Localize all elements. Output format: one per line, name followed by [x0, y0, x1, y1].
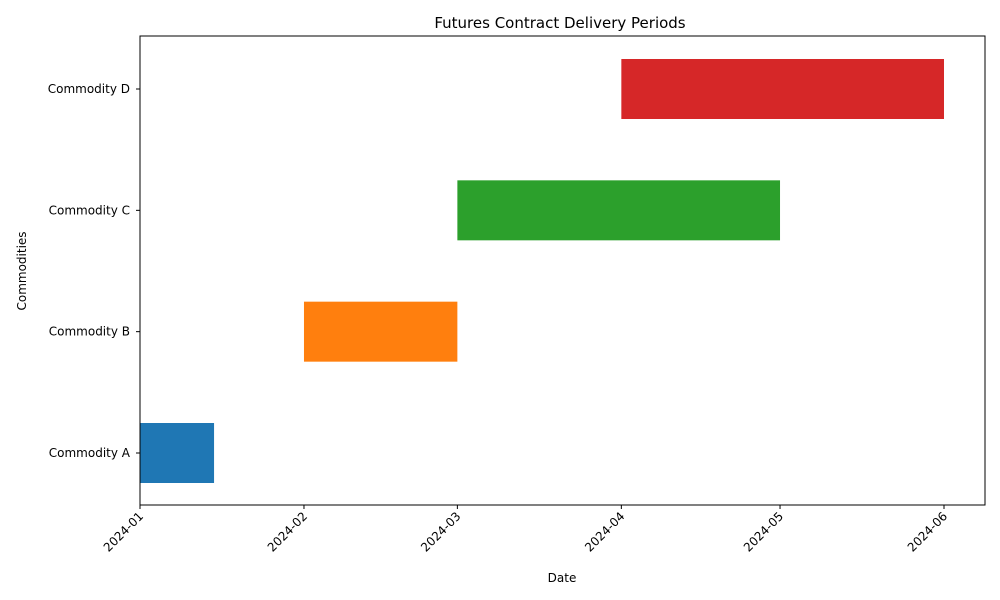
y-axis-label: Commodities — [15, 231, 29, 310]
y-tick-label: Commodity B — [49, 325, 130, 339]
x-axis-ticks: 2024-01 2024-02 2024-03 2024-04 2024-05 2024-… — [101, 505, 950, 555]
bar-commodity-d — [621, 59, 944, 119]
x-tick-label: 2024-01 — [101, 509, 146, 554]
chart-title: Futures Contract Delivery Periods — [434, 14, 685, 32]
bar-commodity-b — [303, 301, 458, 362]
y-tick-label: Commodity C — [49, 203, 130, 217]
x-tick-label: 2024-05 — [741, 509, 786, 554]
plot-frame — [139, 35, 986, 506]
x-tick-label: 2024-02 — [265, 509, 310, 554]
bars-group — [140, 59, 944, 483]
x-axis-label: Date — [548, 571, 577, 585]
x-tick-label: 2024-04 — [582, 509, 627, 554]
bar-commodity-c — [457, 180, 781, 241]
bar-commodity-a — [140, 423, 215, 483]
x-tick-label: 2024-06 — [905, 509, 950, 554]
y-tick-label: Commodity A — [49, 446, 131, 460]
y-axis-ticks: Commodity A Commodity B Commodity C Commodi… — [48, 82, 140, 460]
x-tick-label: 2024-03 — [418, 509, 463, 554]
y-tick-label: Commodity D — [48, 82, 130, 96]
